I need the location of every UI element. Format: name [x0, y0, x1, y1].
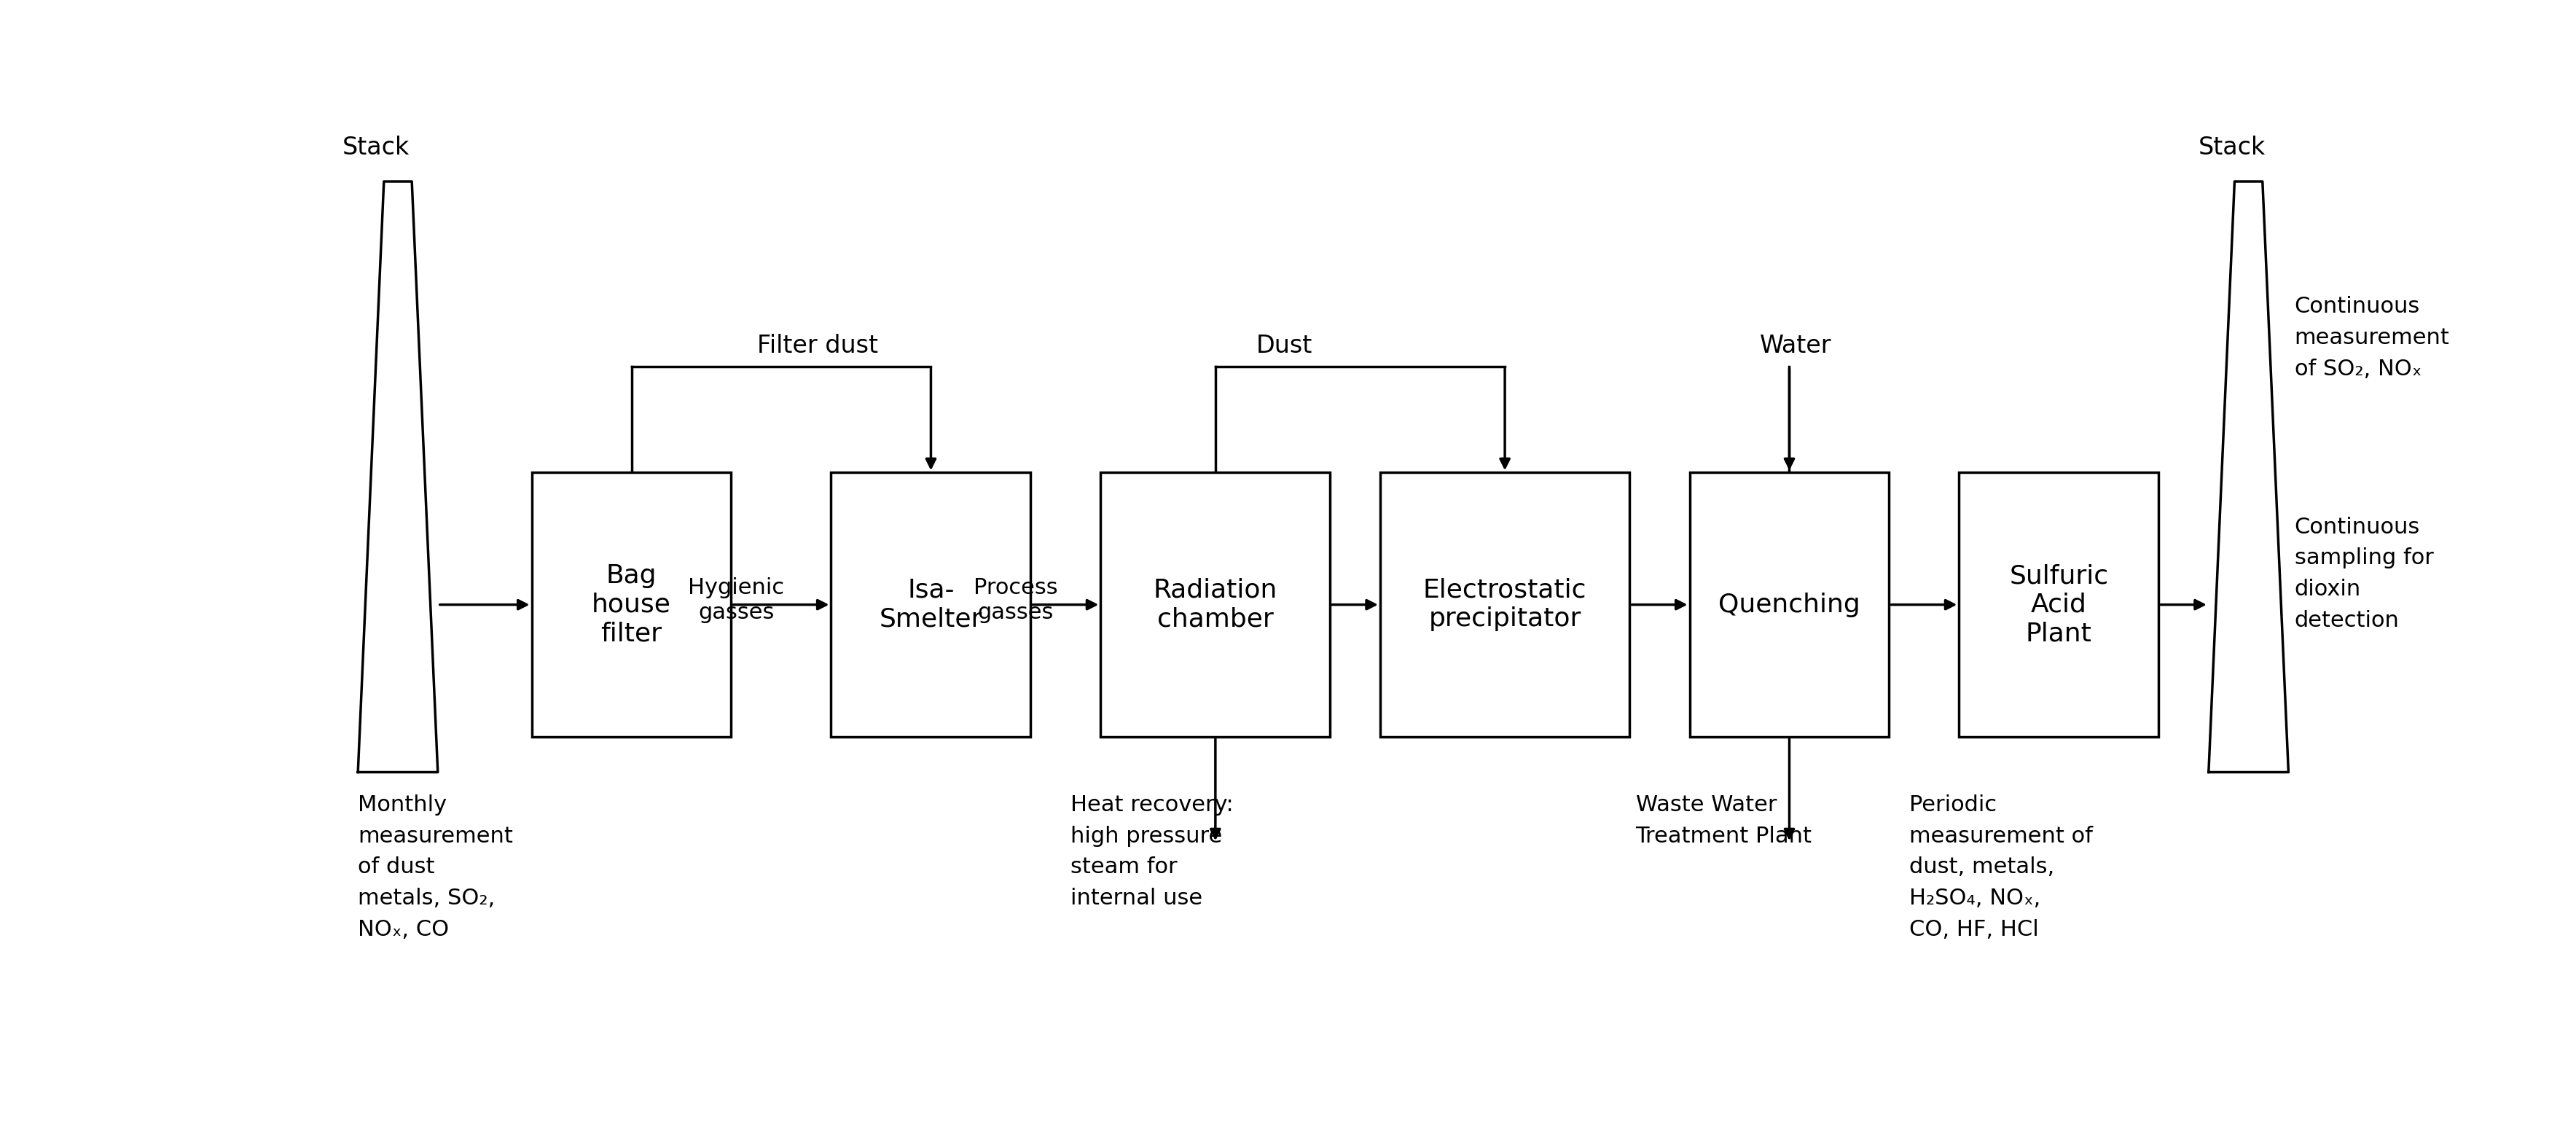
Text: Stack: Stack — [343, 135, 410, 159]
Text: Isa-
Smelter: Isa- Smelter — [878, 578, 981, 631]
Text: Monthly
measurement
of dust
metals, SO₂,
NOₓ, CO: Monthly measurement of dust metals, SO₂,… — [358, 795, 513, 940]
Text: Sulfuric
Acid
Plant: Sulfuric Acid Plant — [2009, 563, 2110, 646]
Text: Continuous
measurement
of SO₂, NOₓ: Continuous measurement of SO₂, NOₓ — [2295, 297, 2450, 380]
Text: Periodic
measurement of
dust, metals,
H₂SO₄, NOₓ,
CO, HF, HCl: Periodic measurement of dust, metals, H₂… — [1909, 795, 2092, 940]
FancyBboxPatch shape — [1100, 473, 1329, 737]
FancyBboxPatch shape — [531, 473, 732, 737]
FancyBboxPatch shape — [1690, 473, 1888, 737]
FancyBboxPatch shape — [1381, 473, 1631, 737]
Text: Stack: Stack — [2197, 135, 2267, 159]
FancyBboxPatch shape — [832, 473, 1030, 737]
Text: Dust: Dust — [1257, 333, 1314, 357]
FancyBboxPatch shape — [1958, 473, 2159, 737]
Text: Waste Water
Treatment Plant: Waste Water Treatment Plant — [1636, 795, 1811, 846]
Text: Process
gasses: Process gasses — [974, 577, 1059, 623]
Text: Radiation
chamber: Radiation chamber — [1154, 578, 1278, 631]
Text: Bag
house
filter: Bag house filter — [592, 563, 672, 646]
Text: Water: Water — [1759, 333, 1832, 357]
Text: Quenching: Quenching — [1718, 592, 1860, 617]
Text: Continuous
sampling for
dioxin
detection: Continuous sampling for dioxin detection — [2295, 516, 2434, 631]
Text: Heat recovery:
high pressure
steam for
internal use: Heat recovery: high pressure steam for i… — [1072, 795, 1234, 909]
Text: Filter dust: Filter dust — [757, 333, 878, 357]
Text: Electrostatic
precipitator: Electrostatic precipitator — [1422, 578, 1587, 631]
Text: Hygienic
gasses: Hygienic gasses — [688, 577, 786, 623]
